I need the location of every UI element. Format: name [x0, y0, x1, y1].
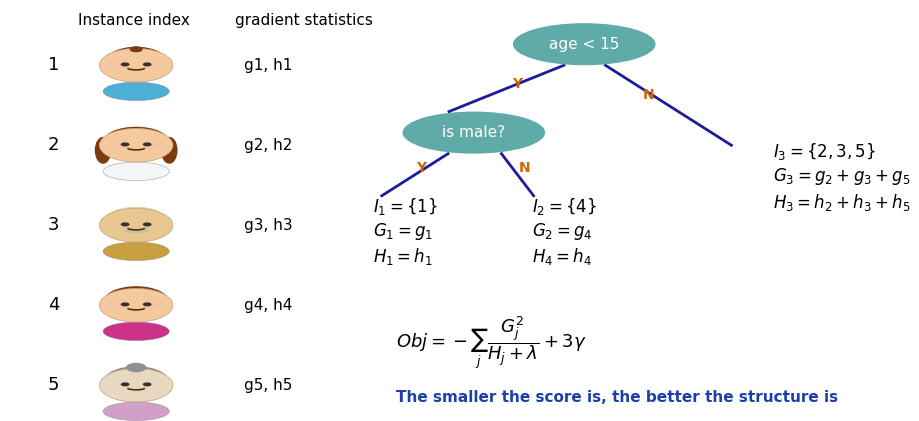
Circle shape — [142, 222, 152, 226]
Circle shape — [105, 207, 167, 235]
Circle shape — [104, 286, 168, 316]
Text: $I_1 = \{1\}$: $I_1 = \{1\}$ — [372, 196, 437, 217]
Circle shape — [142, 142, 152, 147]
Circle shape — [99, 128, 173, 162]
Circle shape — [142, 302, 152, 306]
Text: $G_2 = g_4$: $G_2 = g_4$ — [531, 221, 592, 242]
Ellipse shape — [146, 304, 156, 308]
Circle shape — [120, 142, 130, 147]
Text: 4: 4 — [48, 296, 59, 314]
Circle shape — [126, 363, 146, 372]
Text: N: N — [518, 161, 529, 176]
Ellipse shape — [403, 112, 544, 154]
Circle shape — [120, 222, 130, 226]
Ellipse shape — [513, 23, 654, 65]
Text: N: N — [642, 88, 653, 102]
Ellipse shape — [103, 242, 169, 261]
Text: age < 15: age < 15 — [549, 37, 618, 52]
Ellipse shape — [103, 322, 169, 341]
Text: $G_3 = g_2 + g_3 + g_5$: $G_3 = g_2 + g_3 + g_5$ — [772, 166, 910, 187]
Circle shape — [103, 127, 169, 157]
Text: g5, h5: g5, h5 — [244, 378, 292, 393]
Ellipse shape — [116, 64, 126, 68]
Ellipse shape — [116, 144, 126, 148]
Circle shape — [120, 382, 130, 386]
Ellipse shape — [116, 304, 126, 308]
Text: $I_3 = \{2, 3, 5\}$: $I_3 = \{2, 3, 5\}$ — [772, 141, 875, 162]
Ellipse shape — [103, 82, 169, 101]
Text: g1, h1: g1, h1 — [244, 58, 292, 73]
Circle shape — [104, 366, 168, 396]
Text: Y: Y — [415, 161, 426, 176]
Text: $I_2 = \{4\}$: $I_2 = \{4\}$ — [531, 196, 596, 217]
Text: $G_1 = g_1$: $G_1 = g_1$ — [372, 221, 432, 242]
Circle shape — [99, 368, 173, 402]
Ellipse shape — [103, 402, 169, 421]
Ellipse shape — [161, 137, 177, 164]
Text: $H_4 = h_4$: $H_4 = h_4$ — [531, 246, 591, 267]
Circle shape — [130, 46, 142, 52]
Circle shape — [107, 47, 165, 74]
Text: Y: Y — [511, 77, 522, 91]
Circle shape — [99, 208, 173, 242]
Text: g4, h4: g4, h4 — [244, 298, 292, 313]
Circle shape — [120, 302, 130, 306]
Circle shape — [142, 382, 152, 386]
Ellipse shape — [148, 298, 161, 320]
Circle shape — [142, 62, 152, 67]
Text: 3: 3 — [48, 216, 59, 234]
Text: gradient statistics: gradient statistics — [234, 13, 372, 28]
Text: $H_1 = h_1$: $H_1 = h_1$ — [372, 246, 432, 267]
Circle shape — [120, 62, 130, 67]
Ellipse shape — [103, 162, 169, 181]
Ellipse shape — [95, 137, 111, 164]
Text: $H_3 = h_2 + h_3 + h_5$: $H_3 = h_2 + h_3 + h_5$ — [772, 192, 909, 213]
Ellipse shape — [146, 64, 156, 68]
Ellipse shape — [123, 229, 149, 233]
Text: g3, h3: g3, h3 — [244, 218, 292, 233]
Text: The smaller the score is, the better the structure is: The smaller the score is, the better the… — [395, 390, 837, 405]
Text: 5: 5 — [48, 376, 59, 394]
Text: g2, h2: g2, h2 — [244, 138, 292, 153]
Text: is male?: is male? — [442, 125, 505, 140]
Text: 2: 2 — [48, 136, 59, 154]
Circle shape — [99, 48, 173, 82]
Text: Instance index: Instance index — [78, 13, 190, 28]
Text: 1: 1 — [48, 56, 59, 74]
Text: $Obj = -\sum_j \dfrac{G_j^2}{H_j+\lambda} + 3\gamma$: $Obj = -\sum_j \dfrac{G_j^2}{H_j+\lambda… — [395, 314, 585, 372]
Ellipse shape — [146, 144, 156, 148]
Circle shape — [99, 288, 173, 322]
